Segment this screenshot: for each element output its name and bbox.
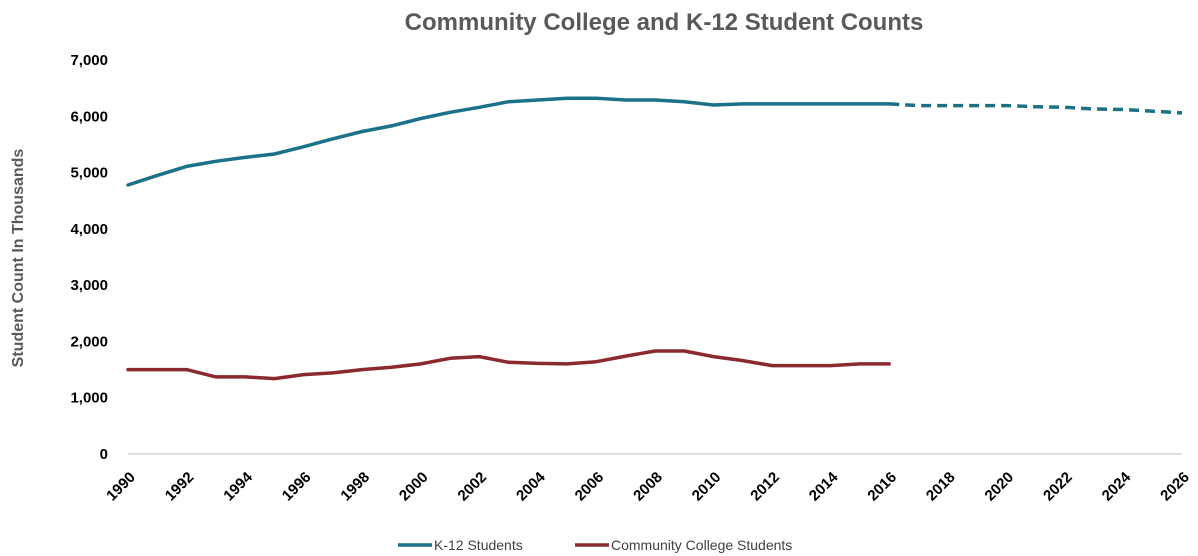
x-tick-label: 2026 [1157,469,1193,505]
legend: K-12 Students Community College Students [398,537,792,553]
x-tick-label: 2000 [396,469,432,505]
x-axis: 1990 1992 1994 1996 1998 2000 2002 2004 2006 2008… [103,468,1193,504]
x-tick-label: 2024 [1099,468,1135,504]
x-tick-label: 1992 [162,469,198,505]
x-tick-label: 2016 [864,469,900,505]
series-line-k12-projection [889,102,1183,115]
x-tick-label: 1990 [103,469,139,505]
x-tick-label: 2002 [455,469,491,505]
x-tick-label: 2004 [513,468,549,504]
x-tick-label: 2014 [806,468,842,504]
series-line-community-college [126,349,891,381]
series-layer [126,96,1183,381]
chart-title: Community College and K-12 Student Count… [405,9,924,36]
y-tick-label: 0 [100,446,108,463]
y-tick-label: 7,000 [70,52,108,69]
x-tick-label: 2006 [572,469,608,505]
y-tick-label: 3,000 [70,277,108,294]
x-tick-label: 2022 [1040,469,1076,505]
y-axis: 0 1,000 2,000 3,000 4,000 5,000 6,000 7,000 [70,52,108,463]
series-line-k12 [126,96,891,187]
y-tick-label: 2,000 [70,333,108,350]
x-tick-label: 1998 [337,469,373,505]
x-tick-label: 2020 [982,469,1018,505]
y-tick-label: 6,000 [70,108,108,125]
x-tick-label: 2008 [630,469,666,505]
legend-label: K-12 Students [434,537,523,553]
x-tick-label: 1996 [279,469,315,505]
y-tick-label: 4,000 [70,221,108,238]
y-tick-label: 1,000 [70,390,108,407]
legend-label: Community College Students [611,537,792,553]
x-tick-label: 1994 [220,468,256,504]
x-tick-label: 2010 [689,469,725,505]
y-tick-label: 5,000 [70,165,108,182]
x-tick-label: 2018 [923,469,959,505]
x-tick-label: 2012 [747,469,783,505]
y-axis-label: Student Count In Thousands [10,149,27,368]
